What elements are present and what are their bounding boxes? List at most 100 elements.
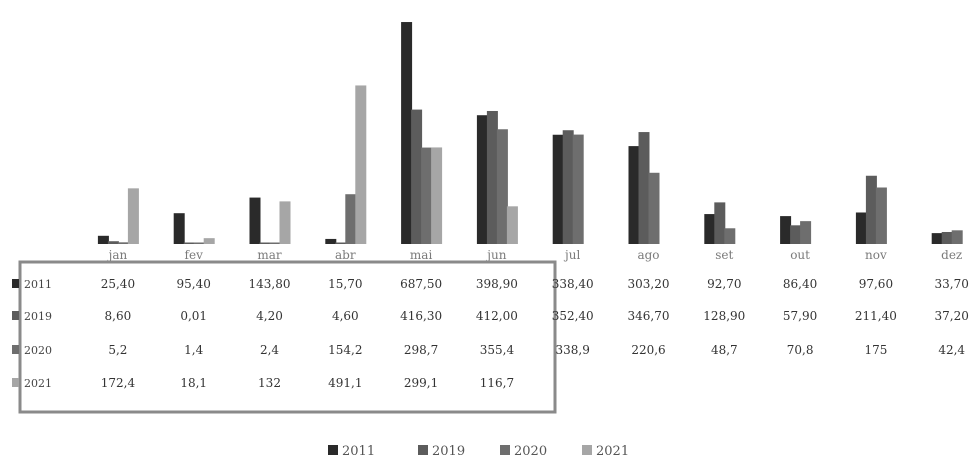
bar-2019-nov bbox=[865, 175, 877, 244]
legend-label: 2019 bbox=[432, 444, 465, 459]
table-cell: 97,60 bbox=[859, 277, 893, 291]
x-tick-label: jul bbox=[563, 248, 580, 262]
table-row-marker-2021 bbox=[12, 378, 19, 387]
table-cell: 37,20 bbox=[935, 309, 969, 323]
table-cell: 2,4 bbox=[260, 343, 279, 357]
bar-2019-fev bbox=[183, 242, 195, 244]
bar-2011-dez bbox=[931, 233, 943, 244]
table-row-label: 2011 bbox=[24, 278, 52, 291]
table-cell: 211,40 bbox=[855, 309, 897, 323]
table-cell: 687,50 bbox=[400, 277, 442, 291]
table-row-label: 2020 bbox=[24, 344, 52, 357]
legend-swatch bbox=[418, 445, 428, 455]
bar-2011-ago bbox=[628, 146, 640, 244]
table-cell: 128,90 bbox=[703, 309, 745, 323]
bar-2020-fev bbox=[193, 242, 205, 244]
table-cell: 25,40 bbox=[101, 277, 135, 291]
table-cell: 154,2 bbox=[328, 343, 362, 357]
table-cell: 15,70 bbox=[328, 277, 362, 291]
table-cell: 491,1 bbox=[328, 376, 362, 390]
bar-2021-abr bbox=[355, 85, 367, 244]
bar-2011-abr bbox=[325, 238, 337, 244]
table-cell: 18,1 bbox=[180, 376, 207, 390]
x-tick-label: jan bbox=[107, 248, 128, 262]
table-cell: 92,70 bbox=[707, 277, 741, 291]
legend-swatch bbox=[328, 445, 338, 455]
table-cell: 352,40 bbox=[552, 309, 594, 323]
table-cell: 1,4 bbox=[184, 343, 203, 357]
table-cell: 70,8 bbox=[787, 343, 814, 357]
bar-2019-mai bbox=[411, 109, 423, 244]
table-cell: 132 bbox=[258, 376, 281, 390]
bar-2020-mar bbox=[269, 242, 281, 244]
table-frame bbox=[18, 260, 557, 414]
bar-2020-jun bbox=[496, 129, 508, 244]
table-cell: 8,60 bbox=[105, 309, 132, 323]
x-axis-ticks: jan fev mar abr mai jun jul ago set out nov dez bbox=[107, 248, 963, 262]
bar-2019-jan bbox=[107, 241, 119, 244]
table-cell: 175 bbox=[864, 343, 887, 357]
table-cell: 116,7 bbox=[480, 376, 514, 390]
table-cell: 4,20 bbox=[256, 309, 283, 323]
bar-2019-jun bbox=[486, 110, 498, 245]
table-cell: 4,60 bbox=[332, 309, 359, 323]
table-cell: 298,7 bbox=[404, 343, 438, 357]
table-row-marker-2020 bbox=[12, 345, 19, 354]
table-cell: 0,01 bbox=[180, 309, 207, 323]
bar-2011-jul bbox=[552, 134, 564, 244]
legend-label: 2011 bbox=[342, 444, 375, 459]
legend: 2011 2019 2020 2021 bbox=[328, 444, 629, 459]
table-row-marker-2019 bbox=[12, 311, 19, 320]
bar-2011-nov bbox=[855, 212, 867, 244]
table-row-label: 2019 bbox=[24, 310, 52, 323]
x-tick-label: nov bbox=[865, 248, 887, 262]
table-cell: 172,4 bbox=[101, 376, 136, 390]
table-cell: 86,40 bbox=[783, 277, 817, 291]
x-tick-label: set bbox=[715, 248, 733, 262]
table-cell: 355,4 bbox=[480, 343, 515, 357]
bar-2020-jul bbox=[572, 134, 584, 244]
x-tick-label: abr bbox=[335, 248, 356, 262]
table-cell: 398,90 bbox=[476, 277, 518, 291]
bar-2019-abr bbox=[335, 242, 347, 244]
table-cell: 412,00 bbox=[476, 309, 518, 323]
table-row-label: 2021 bbox=[24, 377, 52, 390]
bar-2020-nov bbox=[875, 187, 887, 244]
table-cell: 220,6 bbox=[631, 343, 665, 357]
bar-2011-out bbox=[780, 216, 792, 244]
x-tick-label: mar bbox=[257, 248, 282, 262]
data-table: 2011 25,40 95,40 143,80 15,70 687,50 398,90 338… bbox=[12, 260, 969, 414]
table-cell: 95,40 bbox=[177, 277, 211, 291]
bar-2011-mai bbox=[401, 22, 413, 244]
table-cell: 42,4 bbox=[938, 343, 965, 357]
x-tick-label: fev bbox=[185, 248, 204, 262]
bar-2011-jun bbox=[476, 115, 488, 245]
legend-label: 2021 bbox=[596, 444, 629, 459]
bar-2021-mar bbox=[279, 201, 291, 244]
x-tick-label: dez bbox=[941, 248, 962, 262]
table-cell: 303,20 bbox=[628, 277, 670, 291]
table-cell: 338,9 bbox=[556, 343, 590, 357]
table-cell: 143,80 bbox=[249, 277, 291, 291]
bar-2020-dez bbox=[951, 230, 963, 244]
bar-group bbox=[97, 22, 963, 245]
bar-2011-fev bbox=[173, 213, 185, 244]
bar-2020-set bbox=[724, 228, 736, 244]
bar-2011-mar bbox=[249, 197, 261, 244]
bar-2019-ago bbox=[638, 132, 650, 244]
table-cell: 299,1 bbox=[404, 376, 438, 390]
x-tick-label: out bbox=[790, 248, 810, 262]
bar-2011-jan bbox=[97, 235, 109, 244]
table-cell: 416,30 bbox=[400, 309, 442, 323]
bar-2019-out bbox=[790, 225, 802, 244]
bar-2021-mai bbox=[431, 147, 443, 244]
bar-2020-abr bbox=[345, 194, 357, 244]
bar-2019-mar bbox=[259, 242, 271, 244]
table-cell: 57,90 bbox=[783, 309, 817, 323]
x-tick-label: ago bbox=[637, 248, 659, 262]
bar-2011-set bbox=[704, 214, 716, 244]
legend-swatch bbox=[582, 445, 592, 455]
bar-2020-ago bbox=[648, 172, 660, 244]
bar-2019-dez bbox=[941, 231, 953, 244]
